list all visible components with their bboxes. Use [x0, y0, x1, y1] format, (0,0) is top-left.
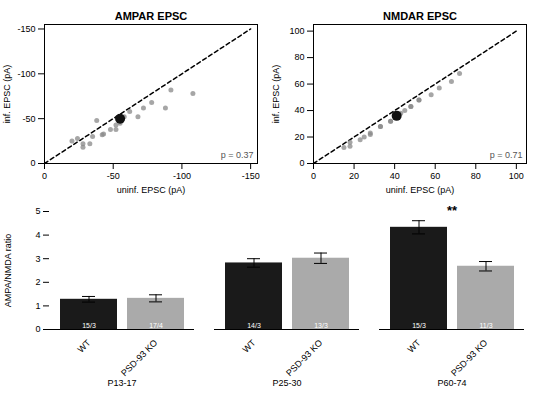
- svg-text:80: 80: [471, 171, 481, 181]
- svg-text:17/4: 17/4: [149, 322, 163, 329]
- svg-text:20: 20: [294, 132, 304, 142]
- svg-text:p = 0.71: p = 0.71: [490, 150, 523, 160]
- svg-text:-150: -150: [242, 171, 260, 181]
- svg-text:p = 0.37: p = 0.37: [221, 150, 254, 160]
- svg-text:AMPA/NMDA ratio: AMPA/NMDA ratio: [3, 234, 13, 307]
- svg-text:0: 0: [299, 158, 304, 168]
- svg-text:1: 1: [35, 301, 40, 311]
- svg-text:-50: -50: [107, 171, 120, 181]
- svg-text:PSD-93 KO: PSD-93 KO: [119, 338, 159, 378]
- svg-text:14/3: 14/3: [247, 322, 261, 329]
- svg-text:60: 60: [294, 79, 304, 89]
- svg-text:NMDAR EPSC: NMDAR EPSC: [383, 10, 457, 22]
- svg-text:PSD-93 KO: PSD-93 KO: [284, 338, 324, 378]
- svg-text:-150: -150: [17, 24, 35, 34]
- svg-text:15/3: 15/3: [412, 322, 426, 329]
- svg-text:60: 60: [430, 171, 440, 181]
- svg-text:3: 3: [35, 254, 40, 264]
- svg-text:inf. EPSC (pA): inf. EPSC (pA): [271, 65, 281, 124]
- svg-text:0: 0: [42, 171, 47, 181]
- svg-text:inf. EPSC (pA): inf. EPSC (pA): [2, 65, 12, 124]
- svg-text:0: 0: [35, 324, 40, 334]
- svg-text:40: 40: [294, 105, 304, 115]
- svg-text:15/3: 15/3: [82, 322, 96, 329]
- svg-text:5: 5: [35, 206, 40, 216]
- svg-text:0: 0: [311, 171, 316, 181]
- svg-text:WT: WT: [240, 337, 257, 354]
- svg-text:PSD-93 KO: PSD-93 KO: [449, 338, 489, 378]
- svg-text:11/3: 11/3: [479, 322, 492, 329]
- svg-text:WT: WT: [75, 337, 92, 354]
- svg-text:100: 100: [509, 171, 524, 181]
- svg-text:20: 20: [349, 171, 359, 181]
- svg-text:uninf. EPSC (pA): uninf. EPSC (pA): [117, 185, 186, 195]
- svg-text:-100: -100: [17, 69, 35, 79]
- svg-text:13/3: 13/3: [314, 322, 328, 329]
- svg-text:80: 80: [294, 52, 304, 62]
- svg-text:P60-74: P60-74: [437, 378, 466, 388]
- svg-text:AMPAR EPSC: AMPAR EPSC: [115, 10, 188, 22]
- svg-text:-50: -50: [22, 114, 35, 124]
- svg-text:-100: -100: [173, 171, 191, 181]
- svg-text:P25-30: P25-30: [272, 378, 301, 388]
- svg-text:uninf. EPSC (pA): uninf. EPSC (pA): [386, 185, 455, 195]
- svg-text:2: 2: [35, 277, 40, 287]
- svg-text:0: 0: [30, 158, 35, 168]
- svg-text:WT: WT: [405, 337, 422, 354]
- svg-text:P13-17: P13-17: [107, 378, 136, 388]
- svg-text:100: 100: [289, 26, 304, 36]
- svg-text:4: 4: [35, 230, 40, 240]
- svg-text:40: 40: [390, 171, 400, 181]
- svg-text:**: **: [447, 203, 458, 218]
